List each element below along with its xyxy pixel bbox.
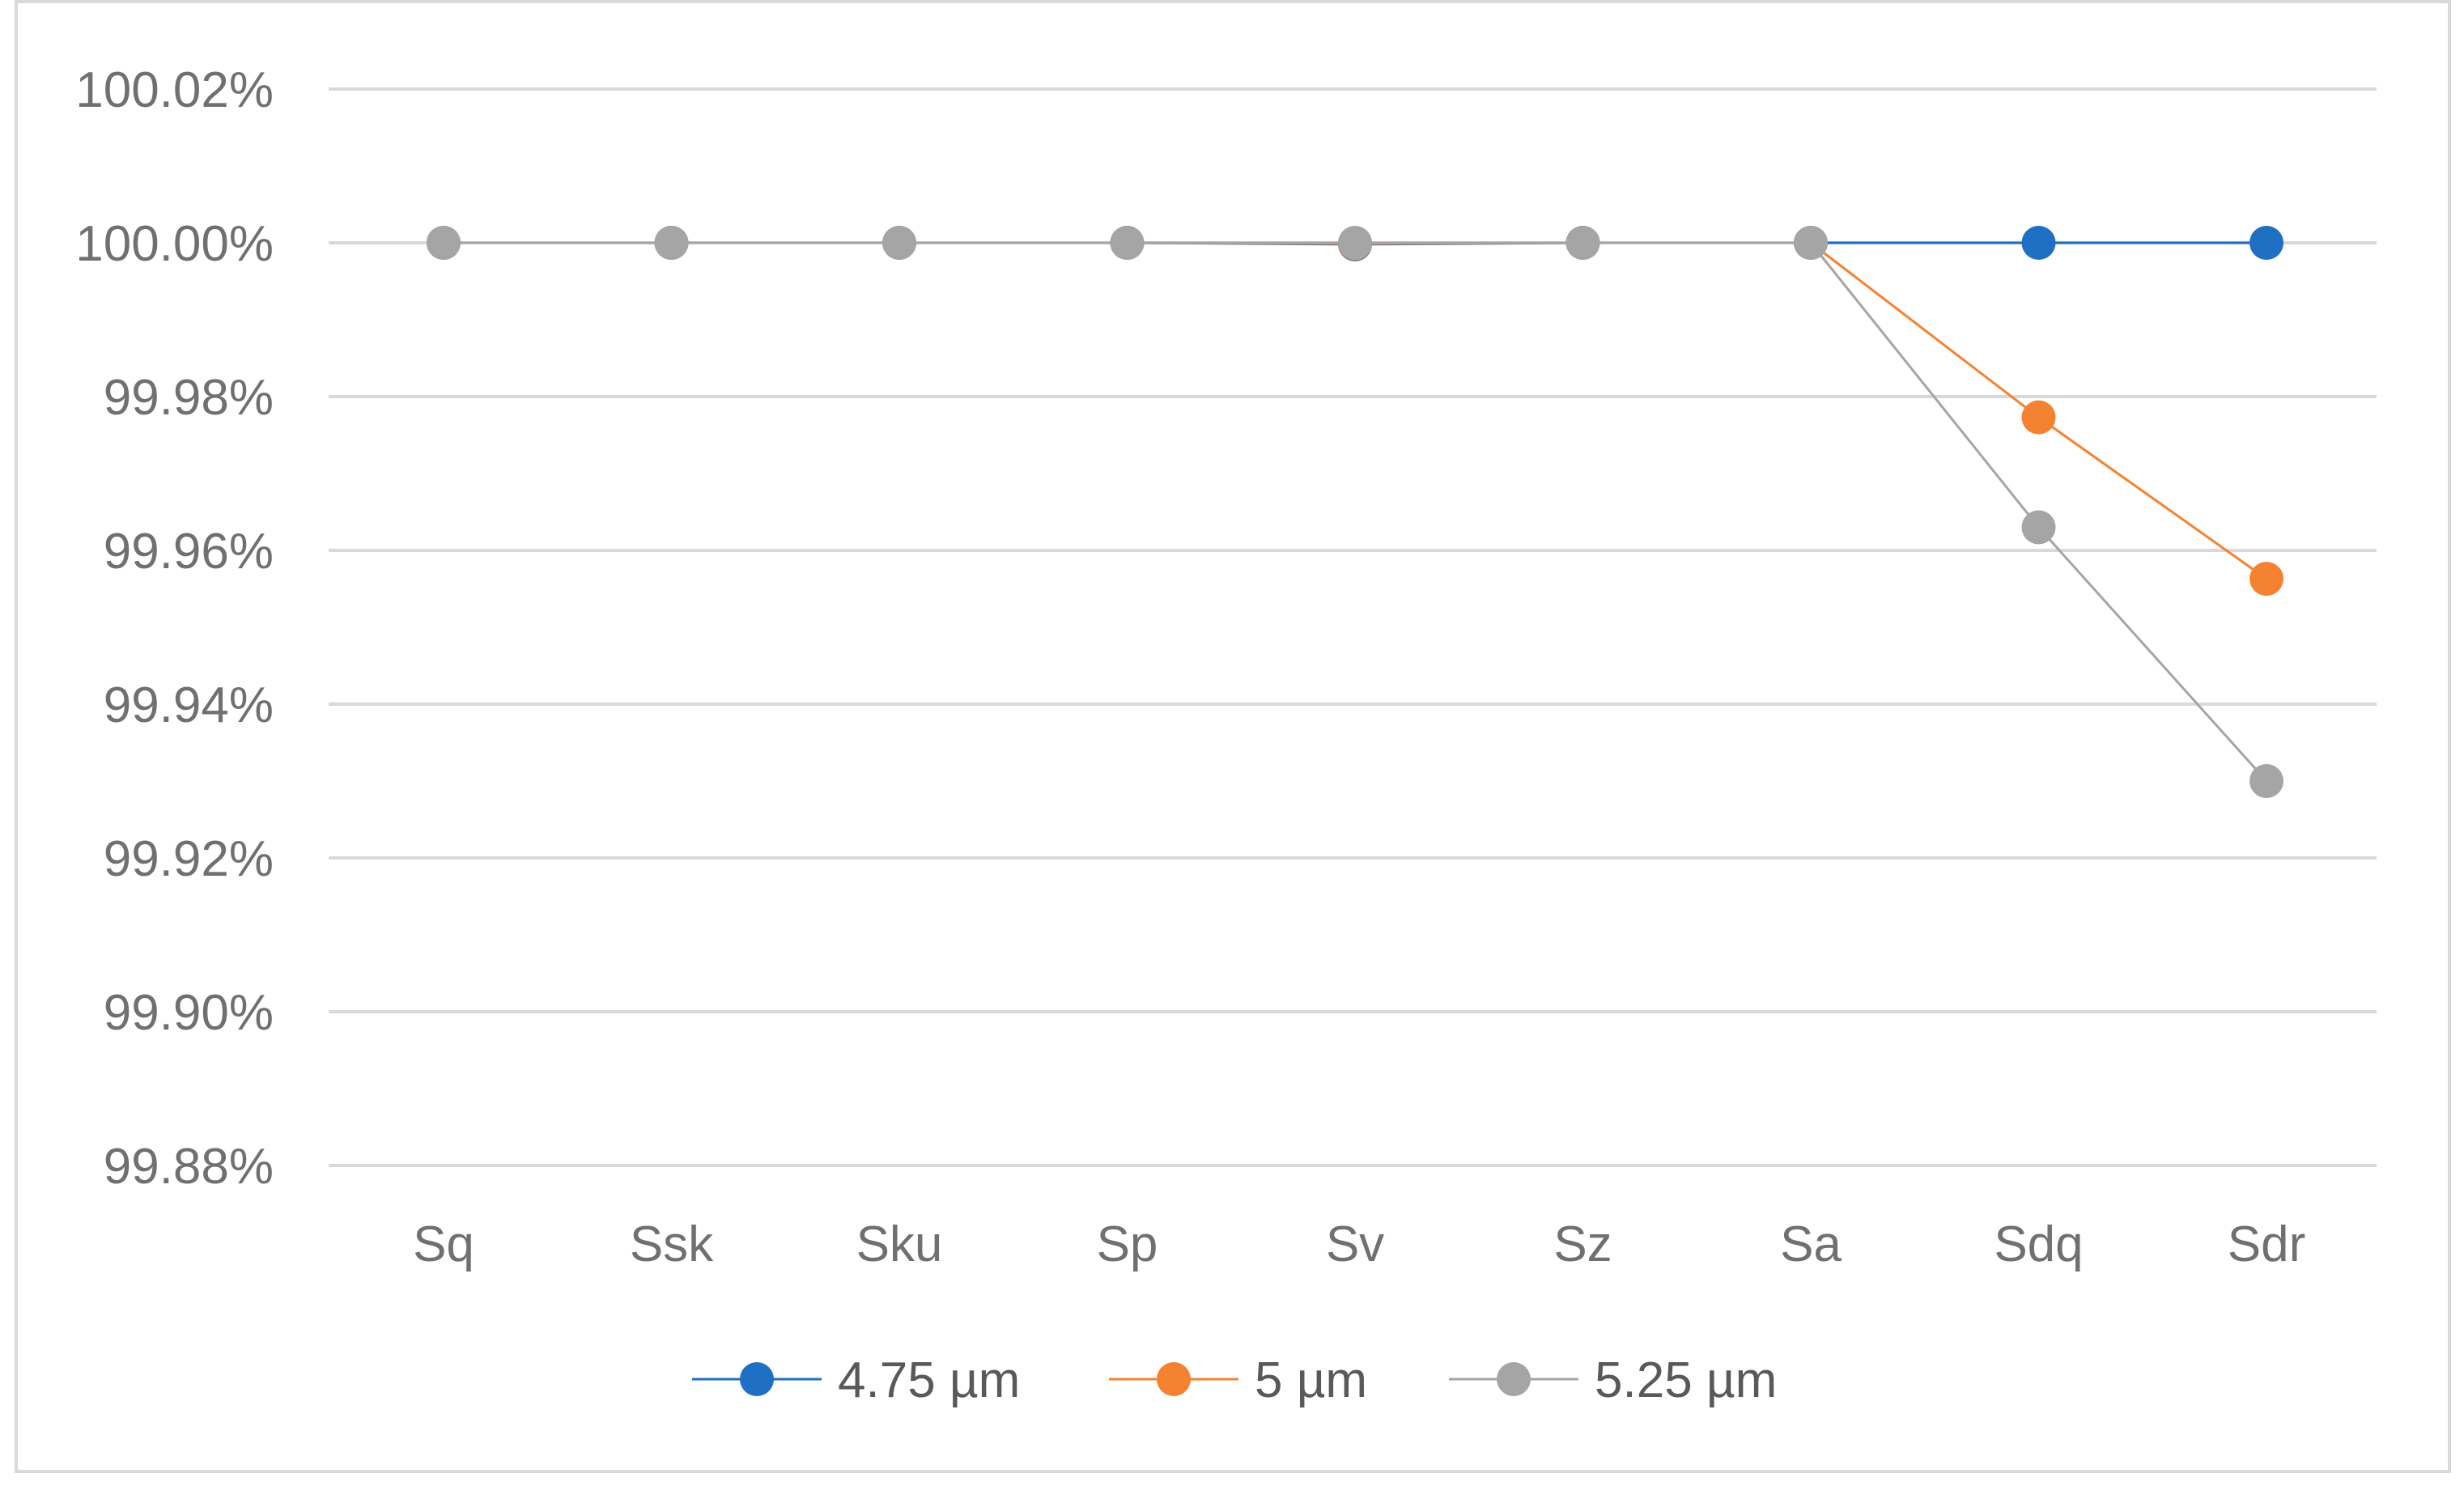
data-point — [427, 226, 461, 260]
y-tick-label: 99.98% — [104, 370, 274, 426]
x-tick-label: Sdr — [2228, 1216, 2305, 1272]
x-tick-label: Sv — [1326, 1216, 1384, 1272]
x-tick-label: Ssk — [630, 1216, 714, 1272]
legend-label: 4.75 µm — [838, 1352, 1020, 1408]
data-point — [882, 226, 916, 260]
x-axis-tick-labels: Sq Ssk Sku Sp Sv Sz Sa Sdq Sdr — [413, 1216, 2305, 1272]
x-tick-label: Sp — [1097, 1216, 1158, 1272]
legend-marker — [740, 1362, 774, 1396]
x-tick-label: Sz — [1553, 1216, 1612, 1272]
data-point — [654, 226, 689, 260]
legend-item: 4.75 µm — [692, 1352, 1020, 1408]
x-tick-label: Sdq — [1994, 1216, 2083, 1272]
y-tick-label: 99.96% — [104, 524, 274, 580]
x-tick-label: Sq — [413, 1216, 474, 1272]
data-point — [2249, 562, 2283, 597]
data-point — [1338, 226, 1372, 260]
y-tick-label: 99.94% — [104, 677, 274, 733]
y-axis-tick-labels: 100.02% 100.00% 99.98% 99.96% 99.94% 99.92% 99… — [75, 62, 274, 1195]
legend-item: 5.25 µm — [1449, 1352, 1777, 1408]
data-point — [2021, 226, 2056, 260]
legend-label: 5.25 µm — [1595, 1352, 1777, 1408]
data-point — [2021, 510, 2056, 545]
series-lines — [427, 226, 2283, 798]
series-line — [444, 241, 2268, 783]
data-point — [2249, 226, 2283, 260]
legend-item: 5 µm — [1109, 1352, 1367, 1408]
data-point — [1565, 226, 1600, 260]
data-point — [1110, 226, 1145, 260]
y-tick-label: 100.00% — [75, 216, 274, 272]
legend-marker — [1497, 1362, 1531, 1396]
data-point — [2249, 764, 2283, 798]
x-tick-label: Sku — [856, 1216, 943, 1272]
data-point — [1794, 226, 1828, 260]
series-markers — [427, 226, 2283, 798]
y-tick-label: 100.02% — [75, 62, 274, 118]
series-line — [444, 241, 2267, 580]
y-tick-label: 99.88% — [104, 1139, 274, 1195]
y-tick-label: 99.92% — [104, 831, 274, 887]
legend-label: 5 µm — [1255, 1352, 1367, 1408]
y-tick-label: 99.90% — [104, 985, 274, 1041]
data-point — [2021, 400, 2056, 435]
legend: 4.75 µm 5 µm 5.25 µm — [692, 1352, 1777, 1408]
legend-marker — [1157, 1362, 1191, 1396]
x-tick-label: Sa — [1780, 1216, 1842, 1272]
series-markers — [427, 226, 2283, 597]
